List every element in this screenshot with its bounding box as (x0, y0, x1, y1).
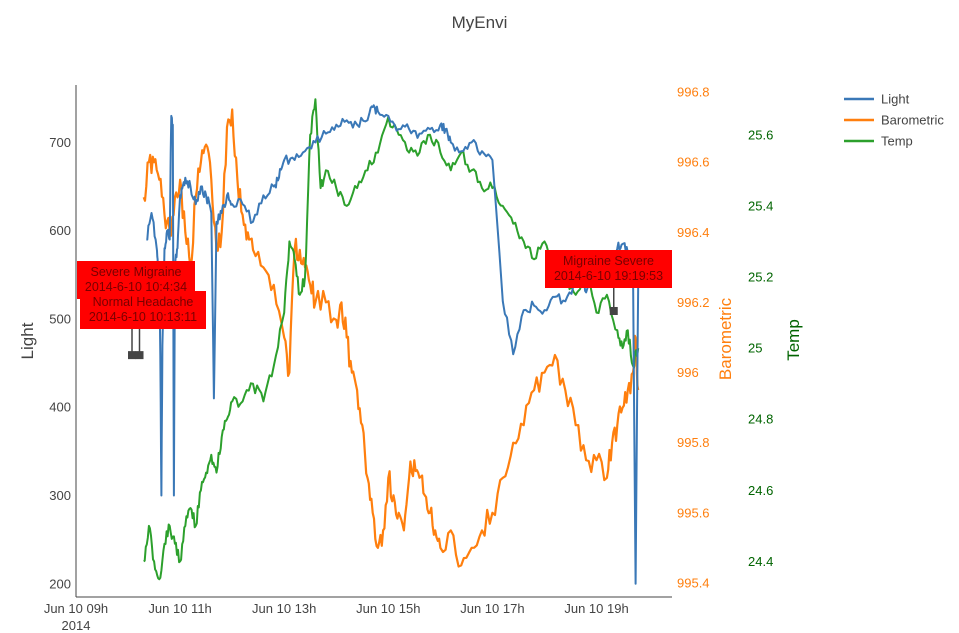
chart-title: MyEnvi (452, 13, 508, 32)
y-tick-label-barometric: 995.8 (677, 435, 710, 450)
legend-label: Light (881, 92, 910, 107)
x-tick-label: Jun 10 19h (564, 601, 628, 616)
y-tick-label-barometric: 996 (677, 365, 699, 380)
y-tick-label-temp: 24.6 (748, 483, 773, 498)
x-tick-label: Jun 10 09h (44, 601, 108, 616)
y-tick-label-barometric: 995.6 (677, 505, 710, 520)
y-tick-label-light: 600 (49, 223, 71, 238)
y-tick-label-barometric: 996.4 (677, 225, 710, 240)
y-tick-label-light: 700 (49, 135, 71, 150)
x-tick-label: Jun 10 17h (460, 601, 524, 616)
legend-item-temp[interactable]: Temp (844, 134, 913, 149)
legend-label: Temp (881, 134, 913, 149)
annotation-text: Migraine Severe (563, 254, 654, 268)
y-axis-title-barometric: Barometric (716, 297, 735, 380)
y-tick-label-barometric: 996.6 (677, 155, 710, 170)
annotation-text: Severe Migraine (90, 265, 181, 279)
y-tick-label-barometric: 996.8 (677, 85, 710, 100)
annotation-text: 2014-6-10 10:4:34 (85, 280, 187, 294)
y-tick-label-temp: 25.6 (748, 127, 773, 142)
annotation-marker (609, 306, 618, 315)
legend-label: Barometric (881, 113, 944, 128)
annotation-marker (128, 351, 137, 360)
y-tick-label-light: 200 (49, 576, 71, 591)
annotation-box (80, 291, 206, 329)
annotation-text: Normal Headache (93, 295, 194, 309)
y-axis-title-light: Light (18, 322, 37, 359)
y-tick-label-temp: 24.8 (748, 412, 773, 427)
x-tick-sublabel: 2014 (62, 618, 91, 633)
x-tick-label: Jun 10 13h (252, 601, 316, 616)
legend-item-light[interactable]: Light (844, 92, 910, 107)
annotation-box (545, 250, 672, 288)
y-axis-title-temp: Temp (784, 319, 803, 361)
axes: Jun 10 09h 2014 Jun 10 11h Jun 10 13h Jun 10… (18, 85, 803, 633)
legend[interactable]: Light Barometric Temp (844, 92, 944, 149)
legend-item-barometric[interactable]: Barometric (844, 113, 944, 128)
annotation-text: 2014-6-10 10:13:11 (89, 310, 197, 324)
y-tick-label-temp: 25 (748, 341, 762, 356)
annotation-text: 2014-6-10 19:19:53 (554, 269, 663, 283)
y-tick-label-light: 400 (49, 400, 71, 415)
x-tick-label: Jun 10 15h (356, 601, 420, 616)
series-line-barometric[interactable] (142, 108, 640, 568)
y-tick-label-light: 500 (49, 311, 71, 326)
x-tick-label: Jun 10 11h (148, 601, 211, 616)
y-tick-label-temp: 25.4 (748, 198, 773, 213)
y-tick-label-temp: 24.4 (748, 554, 773, 569)
y-tick-label-barometric: 996.2 (677, 295, 710, 310)
y-tick-label-light: 300 (49, 488, 71, 503)
y-tick-label-barometric: 995.4 (677, 575, 710, 590)
y-tick-label-temp: 25.2 (748, 270, 773, 285)
annotation-marker (135, 351, 144, 360)
